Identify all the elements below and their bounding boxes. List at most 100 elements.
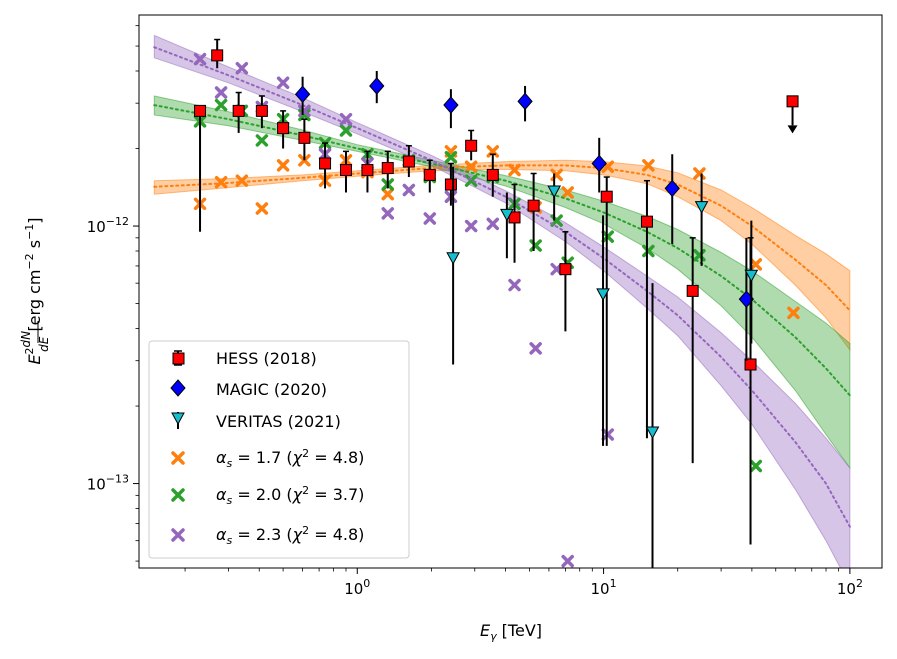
x-axis-label-sub: γ [490, 630, 497, 643]
model-sample-point [193, 52, 207, 66]
veritas-point [500, 208, 514, 222]
model-band-2 [153, 34, 851, 568]
hess-point [744, 358, 757, 371]
model-sample-point [464, 174, 478, 187]
hess-point [527, 199, 540, 212]
magic-point [369, 77, 385, 95]
y-axis-label-unit-mid: s [25, 240, 44, 253]
hess-point [402, 155, 415, 168]
x-axis-label-base: E [480, 621, 491, 640]
x-tick-label: 102 [837, 577, 863, 598]
model-sample-point [508, 163, 521, 177]
veritas-point [645, 426, 660, 440]
hess-point [232, 104, 245, 117]
model-sample-point [642, 159, 655, 172]
legend-item-magic: MAGIC (2020) [170, 379, 327, 399]
plot-frame [138, 14, 883, 569]
model-sample-point [601, 428, 615, 441]
observations [194, 38, 799, 568]
model-sample-point [561, 554, 574, 568]
legend-marker-diamond [170, 379, 186, 397]
veritas-point [596, 288, 610, 301]
hess-point [486, 168, 499, 181]
y-tick-label: 10−13 [87, 473, 129, 494]
legend-label-alpha-1-7: αs = 1.7 (χ2 = 4.8) [216, 447, 364, 470]
y-axis-label-exp1: −2 [23, 253, 36, 269]
veritas-point [744, 269, 759, 283]
model-sample-point [381, 207, 395, 220]
legend-item-alpha-2-3: αs = 2.3 (χ2 = 4.8) [171, 524, 364, 547]
model-curve-0 [153, 164, 851, 312]
hess-point [319, 157, 332, 170]
legend-marker-square [172, 352, 185, 365]
veritas-point [446, 252, 460, 265]
model-sample-point [749, 459, 763, 473]
x-axis: 100 101 102 [184, 568, 863, 598]
hess-point [211, 49, 224, 62]
model-sample-point [276, 76, 290, 90]
model-sample-point [561, 186, 574, 199]
model-sample-point [444, 150, 458, 164]
x-tick-label: 100 [344, 577, 370, 598]
model-sample-point [529, 342, 542, 355]
model-sample-point [402, 183, 416, 197]
hess-point [381, 162, 394, 175]
model-sample-point [276, 159, 290, 172]
model-sample-point [464, 160, 478, 173]
model-sample-point [601, 230, 615, 243]
hess-point [686, 284, 699, 297]
hess-point [277, 122, 290, 135]
hess-point [465, 139, 478, 152]
model-sample-point [235, 174, 249, 187]
hess-point [298, 131, 311, 144]
legend-marker-triangle [171, 412, 185, 426]
y-axis-label-unit-open: [erg cm [25, 270, 44, 337]
model-sample-point [235, 61, 249, 75]
legend: HESS (2018) MAGIC (2020) VERITAS (2021) … [148, 340, 410, 559]
y-axis-label-sup: 2 [23, 347, 36, 354]
legend-frame [148, 340, 410, 559]
legend-item-veritas: VERITAS (2021) [171, 412, 341, 431]
y-axis: 10−13 10−12 [87, 25, 139, 562]
legend-label-hess: HESS (2018) [216, 349, 317, 368]
model-sample-point [642, 244, 655, 258]
model-sample-point [214, 175, 228, 189]
hess-point [600, 190, 613, 203]
x-tick-label: 101 [591, 577, 617, 598]
hess-point [559, 263, 572, 276]
magic-point [517, 92, 533, 111]
legend-marker-x-green [171, 488, 185, 502]
hess-point [444, 178, 457, 191]
hess-upper-limit-point [786, 95, 799, 108]
legend-label-alpha-2-3: αs = 2.3 (χ2 = 4.8) [216, 524, 364, 547]
model-sample-point [255, 134, 269, 147]
y-axis-label-frac-num: dN [19, 331, 33, 348]
legend-item-alpha-1-7: αs = 1.7 (χ2 = 4.8) [171, 447, 364, 470]
hess-point [255, 104, 268, 117]
magic-point [294, 85, 311, 103]
model-sample-point [749, 258, 763, 271]
upper-limit-arrow [787, 125, 798, 134]
magic-point [591, 154, 607, 173]
legend-label-magic: MAGIC (2020) [216, 380, 327, 399]
model-sample-point [486, 217, 500, 231]
magic-point [443, 96, 459, 114]
model-curve-1 [153, 104, 851, 397]
y-axis-label-unit-close: ] [25, 217, 44, 223]
legend-item-hess: HESS (2018) [172, 349, 317, 368]
model-sample-point [381, 187, 395, 201]
hess-point [361, 164, 374, 177]
hess-point [640, 215, 653, 228]
y-axis-label-frac-den: dE [37, 336, 51, 352]
model-sample-point [214, 98, 228, 112]
model-sample-point [423, 212, 437, 225]
model-sample-point [508, 278, 521, 292]
veritas-point [547, 185, 561, 199]
y-axis-label-prefix: E [25, 354, 44, 365]
x-axis-label: Eγ [TeV] [480, 621, 542, 643]
veritas-point [694, 201, 709, 214]
hess-point [194, 104, 207, 117]
legend-label-alpha-2-0: αs = 2.0 (χ2 = 3.7) [216, 484, 364, 507]
